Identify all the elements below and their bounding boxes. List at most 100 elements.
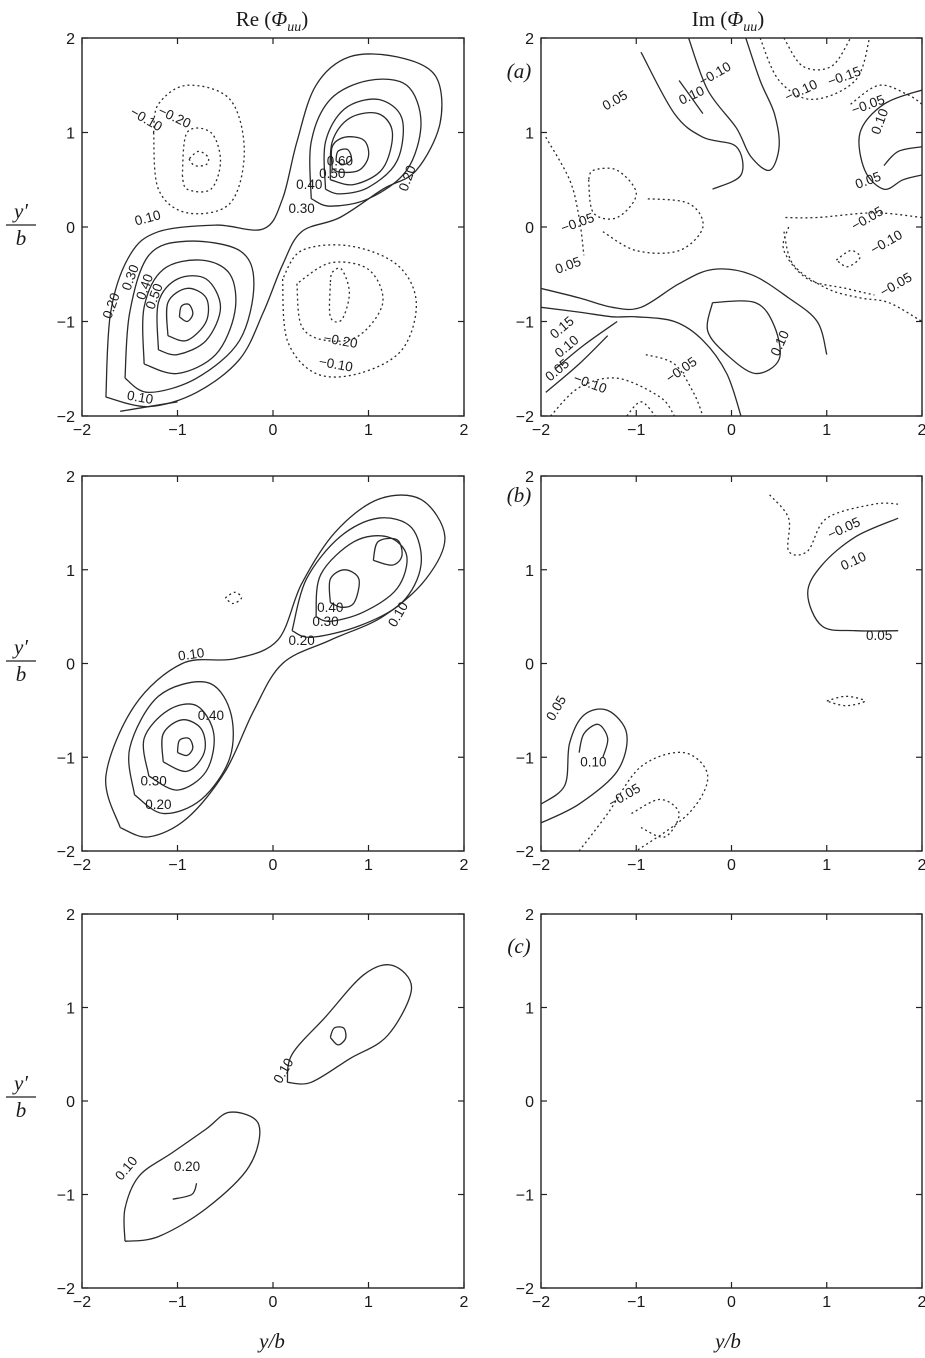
contour-line — [335, 148, 353, 166]
contour-line — [178, 303, 194, 323]
contour-line — [105, 494, 446, 838]
y-tick-label: −1 — [57, 750, 75, 767]
x-tick-label: −2 — [532, 1294, 550, 1311]
column-title-prefix: Re ( — [236, 7, 272, 31]
y-tick-label: −2 — [516, 844, 534, 861]
contour-line — [330, 136, 370, 174]
contour-label: 0.40 — [296, 177, 322, 192]
y-tick-label: 0 — [525, 1094, 534, 1111]
panel-a-re: −2 −1 0 1 2−2−10120.100.100.200.300.400.500.… — [57, 31, 469, 439]
y-tick-label: 1 — [66, 126, 75, 143]
plot-frame — [81, 37, 465, 417]
y-tick-label: 0 — [525, 220, 534, 237]
contour-line — [172, 1183, 198, 1200]
y-axis-label-denominator: b — [16, 226, 27, 250]
y-axis-label-numerator: y′ — [12, 1071, 28, 1095]
y-tick-label: −2 — [516, 409, 534, 426]
contour-line — [687, 38, 780, 172]
contour-line — [142, 259, 237, 375]
y-tick-label: 1 — [66, 563, 75, 580]
x-tick-label: −2 — [532, 857, 550, 874]
y-tick-label: 2 — [66, 907, 75, 924]
contour-line — [545, 335, 609, 393]
y-tick-label: 0 — [66, 657, 75, 674]
contour-label: 0.10 — [580, 755, 606, 770]
contour-line — [165, 287, 210, 342]
x-axis-label: y/b — [257, 1329, 285, 1353]
contour-line — [706, 300, 781, 375]
x-tick-label: 0 — [727, 422, 736, 439]
contour-line — [372, 537, 403, 566]
x-tick-label: 0 — [727, 1294, 736, 1311]
contour-line — [759, 38, 871, 101]
x-axis-label: y/b — [713, 1329, 741, 1353]
y-tick-label: 1 — [525, 1001, 534, 1018]
contour-line — [152, 84, 245, 215]
x-tick-label: 2 — [460, 1294, 469, 1311]
x-tick-label: −2 — [73, 857, 91, 874]
contour-label: 0.20 — [145, 797, 171, 812]
x-tick-label: 1 — [364, 857, 373, 874]
contour-line — [323, 98, 404, 195]
row-label: (a) — [507, 59, 532, 83]
contour-line — [626, 401, 656, 416]
x-tick-label: 2 — [918, 422, 925, 439]
contour-line — [678, 80, 704, 114]
contour-line — [541, 306, 742, 416]
contour-line — [123, 1111, 261, 1242]
contour-lines — [105, 53, 443, 412]
contour-line — [328, 267, 351, 323]
x-tick-label: 2 — [918, 1294, 925, 1311]
contour-line — [328, 569, 360, 608]
x-tick-label: 0 — [269, 857, 278, 874]
plot-frame — [540, 913, 923, 1289]
y-tick-label: 0 — [525, 657, 534, 674]
contour-line — [541, 708, 628, 824]
x-tick-label: 2 — [460, 422, 469, 439]
contour-line — [124, 240, 255, 394]
y-tick-label: −1 — [516, 1188, 534, 1205]
x-tick-label: −1 — [627, 422, 645, 439]
contour-line — [142, 703, 215, 791]
plot-frame — [540, 37, 923, 417]
plot-frame — [81, 913, 465, 1289]
y-tick-label: −2 — [57, 844, 75, 861]
contour-line — [850, 84, 922, 105]
y-tick-label: −2 — [57, 409, 75, 426]
column-title-re: Re (Φuu) — [236, 7, 309, 35]
row-label: (c) — [507, 934, 530, 958]
contour-line — [587, 167, 637, 220]
column-title-prefix: Im ( — [692, 7, 728, 31]
contour-label: 0.20 — [289, 633, 315, 648]
contour-line — [329, 112, 394, 186]
x-tick-label: 1 — [822, 857, 831, 874]
y-tick-label: 2 — [525, 469, 534, 486]
contour-label: −0.20 — [323, 330, 359, 351]
contour-label: 0.40 — [317, 600, 343, 615]
x-tick-label: 0 — [269, 1294, 278, 1311]
contour-line — [858, 89, 922, 190]
contour-line — [783, 38, 852, 71]
contour-line — [783, 231, 922, 323]
panel-a-im: −2 −1 0 1 2−2−10120.05−0.100.100.050.050.150… — [516, 31, 925, 439]
x-tick-label: 2 — [460, 857, 469, 874]
y-tick-label: −2 — [516, 1281, 534, 1298]
x-tick-label: −2 — [532, 422, 550, 439]
plot-frame — [540, 475, 923, 852]
contour-line — [554, 320, 618, 370]
x-tick-label: −1 — [168, 422, 186, 439]
column-title-subscript: uu — [743, 20, 757, 35]
x-tick-label: −1 — [627, 857, 645, 874]
x-tick-label: 1 — [364, 422, 373, 439]
x-tick-label: −2 — [73, 422, 91, 439]
contour-line — [883, 146, 922, 167]
y-tick-label: 1 — [525, 563, 534, 580]
contour-label: 0.10 — [177, 645, 205, 664]
contour-line — [329, 1026, 347, 1046]
contour-line — [156, 275, 222, 356]
contour-line — [286, 964, 413, 1085]
contour-label: −0.10 — [318, 354, 354, 375]
y-axis-label-numerator: y′ — [12, 635, 28, 659]
